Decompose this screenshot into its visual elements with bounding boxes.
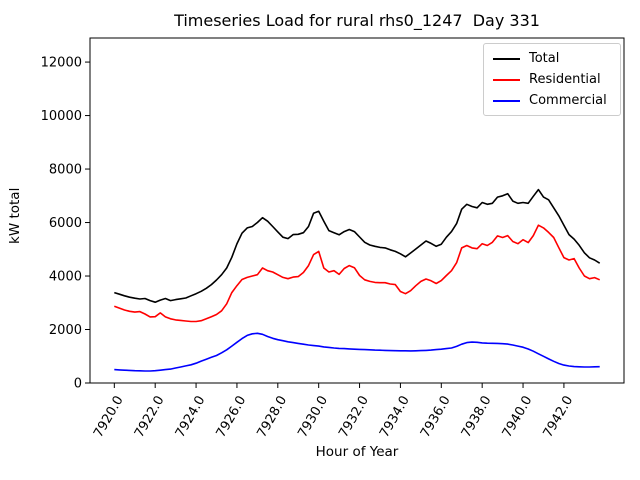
x-tick-label: 7928.0 — [255, 394, 291, 441]
legend: Total Residential Commercial — [483, 43, 621, 116]
x-tick-label: 7936.0 — [418, 394, 454, 441]
legend-line-sample-residential — [493, 78, 520, 81]
legend-label: Commercial — [529, 93, 607, 108]
legend-row-commercial: Commercial — [493, 90, 611, 111]
legend-line-sample-total — [493, 57, 520, 60]
x-tick-label: 7922.0 — [132, 394, 168, 441]
x-tick-label: 7940.0 — [500, 394, 536, 441]
x-tick-label: 7930.0 — [295, 394, 331, 441]
series-line-residential — [114, 224, 601, 323]
x-tick-label: 7938.0 — [459, 394, 495, 441]
series-line-commercial — [114, 332, 600, 372]
y-tick-label: 6000 — [49, 216, 82, 231]
legend-label: Residential — [529, 72, 601, 87]
y-axis-label: kW total — [7, 187, 23, 244]
x-axis-label: Hour of Year — [315, 444, 399, 460]
y-tick-label: 10000 — [41, 109, 82, 124]
x-tick-label: 7932.0 — [336, 394, 372, 441]
x-tick-label: 7920.0 — [91, 394, 127, 441]
x-tick-label: 7926.0 — [214, 394, 250, 441]
legend-row-total: Total — [493, 48, 611, 69]
y-tick-label: 12000 — [41, 56, 82, 71]
chart-title: Timeseries Load for rural rhs0_1247 Day … — [174, 11, 540, 30]
legend-row-residential: Residential — [493, 69, 611, 90]
legend-label: Total — [529, 51, 560, 66]
y-tick-label: 8000 — [49, 163, 82, 178]
series-line-total — [114, 188, 601, 304]
x-tick-label: 7924.0 — [173, 394, 209, 441]
y-tick-label: 0 — [74, 377, 82, 392]
y-tick-label: 2000 — [49, 323, 82, 338]
legend-line-sample-commercial — [493, 99, 520, 102]
x-tick-label: 7942.0 — [541, 394, 577, 441]
plot-frame — [89, 37, 625, 384]
y-tick-label: 4000 — [49, 270, 82, 285]
x-tick-label: 7934.0 — [377, 394, 413, 441]
